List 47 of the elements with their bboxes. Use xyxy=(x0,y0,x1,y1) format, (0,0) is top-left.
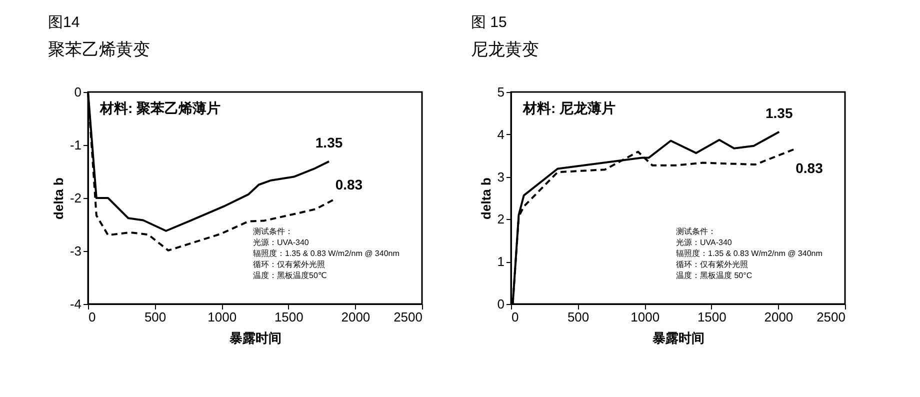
annotation: 循环：仅有紫外光照 xyxy=(676,260,748,269)
x-tick-label: 1500 xyxy=(697,310,726,324)
x-tick-label: 2500 xyxy=(394,310,422,324)
annotation: 光源：UVA-340 xyxy=(253,238,310,247)
annotation: 温度：黑板温度 50°C xyxy=(676,271,752,280)
annotation: 测试条件： xyxy=(253,227,293,236)
x-tick-label: 1000 xyxy=(630,310,660,324)
y-tick-label: -1 xyxy=(70,138,82,152)
y-tick-label: 2 xyxy=(497,212,504,227)
chart-subtitle: 聚苯乙烯黄变 xyxy=(48,40,150,59)
y-tick-label: 0 xyxy=(74,84,82,100)
x-tick-label: 500 xyxy=(567,310,590,324)
y-tick-label: -2 xyxy=(70,190,82,206)
y-tick-label: 1 xyxy=(497,254,504,270)
x-axis-title: 暴露时间 xyxy=(652,330,704,346)
y-tick-label: 5 xyxy=(497,84,504,100)
y-tick-label: -3 xyxy=(70,244,82,258)
annotation: 材料: 聚苯乙烯薄片 xyxy=(99,100,221,116)
y-tick-label: 3 xyxy=(497,169,504,184)
y-tick-label: -4 xyxy=(70,296,82,312)
chart-title: 图14 xyxy=(48,14,80,31)
annotation: 光源：UVA-340 xyxy=(676,238,732,247)
x-tick-label: 0 xyxy=(512,310,519,324)
y-tick-label: 4 xyxy=(497,126,504,142)
chart-subtitle: 尼龙黄变 xyxy=(471,40,539,59)
chart-title: 图 15 xyxy=(471,14,507,31)
series-label: 1.35 xyxy=(315,134,343,150)
x-tick-label: 2500 xyxy=(816,310,846,324)
annotation: 辐照度：1.35 & 0.83 W/m2/nm @ 340nm xyxy=(676,249,823,258)
y-tick-label: 0 xyxy=(497,296,504,312)
x-tick-label: 0 xyxy=(88,310,96,324)
x-tick-label: 2000 xyxy=(764,310,794,324)
y-axis-title: delta b xyxy=(50,178,66,220)
x-tick-label: 1000 xyxy=(208,310,237,324)
annotation: 测试条件： xyxy=(676,227,716,236)
series-label: 0.83 xyxy=(335,176,363,193)
annotation: 材料: 尼龙薄片 xyxy=(522,100,616,116)
x-tick-label: 500 xyxy=(144,310,166,324)
annotation: 循环：仅有紫外光照 xyxy=(253,260,325,269)
series-label: 1.35 xyxy=(766,104,793,121)
x-axis-title: 暴露时间 xyxy=(228,330,282,346)
annotation: 温度：黑板温度50℃ xyxy=(253,271,327,280)
x-tick-label: 1500 xyxy=(274,310,304,324)
x-tick-label: 2000 xyxy=(341,310,370,324)
annotation: 辐照度：1.35 & 0.83 W/m2/nm @ 340nm xyxy=(253,249,400,258)
series-label: 0.83 xyxy=(796,160,824,176)
y-axis-title: delta b xyxy=(478,178,494,220)
